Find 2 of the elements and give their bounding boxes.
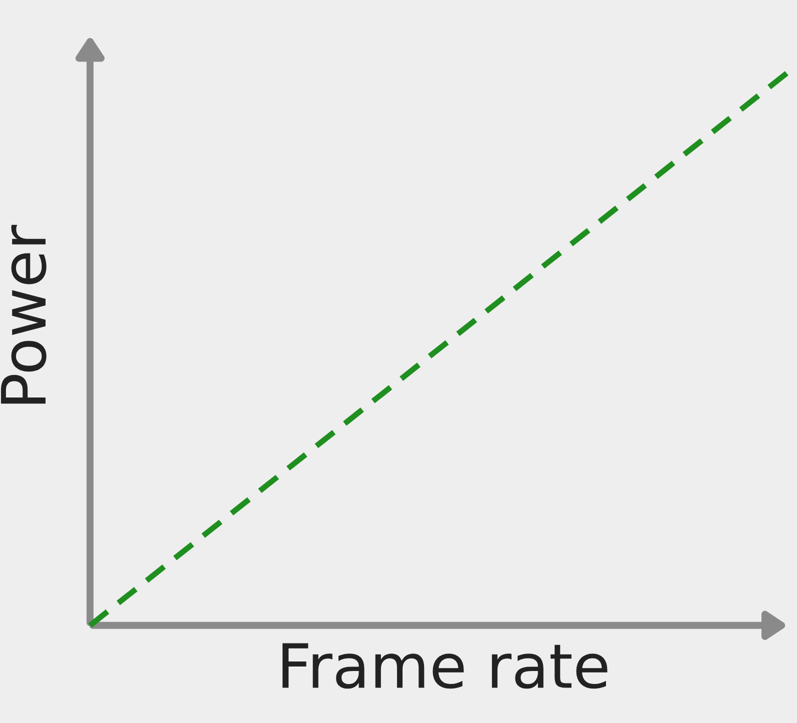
y-axis-title: Power <box>0 224 46 404</box>
x-axis-title: Frame rate <box>282 643 608 689</box>
